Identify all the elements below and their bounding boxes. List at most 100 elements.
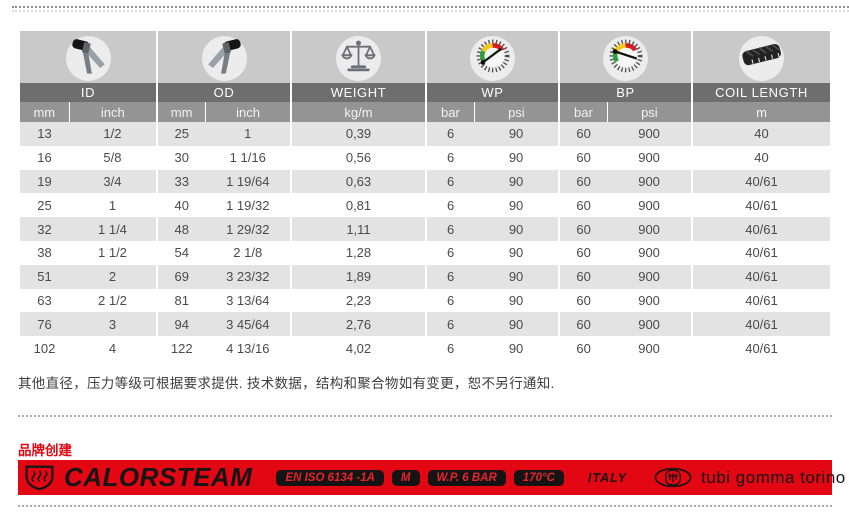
row-group-coil-length: 40/61	[693, 288, 830, 313]
row-group-coil-length: 40/61	[693, 169, 830, 194]
cell-value: 40/61	[745, 269, 778, 285]
unit-label: bar	[441, 104, 460, 120]
row-group-od: 25 1	[158, 122, 290, 146]
cell-value: 0,81	[345, 197, 372, 213]
gauge-icon-badge	[470, 36, 515, 81]
row-group-id: 32 1 1/4	[20, 217, 156, 241]
cell-value: 900	[638, 197, 660, 213]
cell-value: 90	[508, 126, 524, 142]
caliper-icon	[203, 35, 246, 83]
cell-value: 90	[508, 245, 524, 261]
cell-value: 63	[37, 292, 52, 308]
cell-value: 90	[508, 197, 524, 213]
cell-value: 94	[174, 316, 189, 332]
column-group-weight: WEIGHT kg/m	[292, 31, 425, 122]
row-group-weight: 2,23	[292, 288, 425, 313]
cell-value: 4 13/16	[226, 340, 270, 356]
cell-value: 6	[446, 197, 455, 213]
row-group-weight: 1,11	[292, 217, 425, 241]
cell-value: 0,63	[345, 173, 372, 189]
cell-value: 1 1/2	[98, 245, 127, 261]
table-row: 76 3 94 3 45/64 2,76 6 90 60 900 40/61	[20, 312, 830, 337]
cell-value: 0,39	[345, 126, 372, 142]
row-group-od: 33 1 19/64	[158, 169, 290, 194]
unit-label: bar	[574, 104, 593, 120]
cell-value: 1 1/4	[98, 221, 127, 237]
table-row: 102 4 122 4 13/16 4,02 6 90 60 900 40/61	[20, 336, 830, 360]
cell-value: 60	[576, 173, 591, 189]
cell-value: 6	[446, 150, 455, 166]
cell-value: 2,23	[345, 292, 372, 308]
row-group-weight: 1,89	[292, 264, 425, 289]
cell-value: 3 45/64	[226, 316, 270, 332]
brand-banner: CALORSTEAM EN ISO 6134 -1A M W.P. 6 BAR 170…	[18, 460, 845, 495]
cell-value: 32	[37, 221, 52, 237]
gauge-icon-badge	[603, 36, 648, 81]
cell-value: 900	[638, 173, 660, 189]
group-label: WEIGHT	[292, 83, 425, 102]
cell-value: 1 19/64	[226, 173, 270, 189]
cell-value: 6	[446, 245, 455, 261]
unit-label: kg/m	[344, 104, 373, 120]
row-group-coil-length: 40	[693, 145, 830, 170]
row-group-coil-length: 40/61	[693, 193, 830, 218]
cell-value: 60	[576, 150, 591, 166]
cell-value: 2 1/8	[233, 245, 263, 261]
cell-value: 3 23/32	[226, 269, 270, 285]
scale-icon	[338, 36, 379, 82]
row-group-coil-length: 40/61	[693, 312, 830, 337]
table-row: 13 1/2 25 1 0,39 6 90 60 900 40	[20, 122, 830, 146]
notes-text: 其他直径，压力等级可根据要求提供. 技术数据，结构和聚合物如有变更，恕不另行通知…	[18, 376, 555, 391]
cell-value: 81	[174, 292, 189, 308]
cell-value: 1,89	[345, 269, 372, 285]
row-group-id: 19 3/4	[20, 169, 156, 194]
cell-value: 4,02	[345, 340, 372, 356]
cell-value: 90	[508, 340, 524, 356]
units-band: mm inch	[158, 102, 290, 122]
units-band: kg/m	[292, 102, 425, 122]
brand-heading: 品牌创建	[18, 443, 72, 458]
row-group-id: 38 1 1/2	[20, 240, 156, 265]
row-group-wp: 6 90	[427, 193, 558, 218]
row-group-od: 48 1 29/32	[158, 217, 290, 241]
row-group-wp: 6 90	[427, 169, 558, 194]
cell-value: 5/8	[103, 150, 122, 166]
row-group-weight: 4,02	[292, 336, 425, 360]
row-group-bp: 60 900	[560, 122, 691, 146]
row-group-wp: 6 90	[427, 145, 558, 170]
row-group-weight: 0,39	[292, 122, 425, 146]
scale-icon-badge	[336, 36, 381, 81]
icon-band	[20, 31, 156, 83]
cell-value: 40/61	[745, 173, 778, 189]
column-group-coil-length: COIL LENGTH m	[693, 31, 830, 122]
row-group-od: 81 3 13/64	[158, 288, 290, 313]
cell-value: 2	[108, 269, 117, 285]
badge-170-c: 170°C	[513, 469, 564, 486]
cell-value: 1/2	[103, 126, 122, 142]
badge-list: EN ISO 6134 -1A M W.P. 6 BAR 170°C	[276, 469, 564, 486]
cell-value: 40	[754, 150, 769, 166]
row-group-weight: 2,76	[292, 312, 425, 337]
row-group-coil-length: 40/61	[693, 264, 830, 289]
cell-value: 19	[37, 173, 52, 189]
caliper-icon-badge	[65, 36, 111, 81]
badge-m: M	[391, 469, 420, 486]
row-group-id: 51 2	[20, 264, 156, 289]
cell-value: 40/61	[745, 316, 778, 332]
row-group-bp: 60 900	[560, 288, 691, 313]
cell-value: 13	[37, 126, 52, 142]
icon-band	[158, 31, 290, 83]
divider-bottom	[18, 505, 832, 507]
icon-band	[292, 31, 425, 83]
unit-label: psi	[606, 102, 691, 122]
table-row: 16 5/8 30 1 1/16 0,56 6 90 60 900 40	[20, 145, 830, 170]
cell-value: 3/4	[103, 173, 122, 189]
cell-value: 60	[576, 269, 591, 285]
cell-value: 6	[446, 292, 455, 308]
cell-value: 900	[638, 292, 660, 308]
unit-label: mm	[170, 104, 193, 120]
cell-value: 38	[37, 245, 52, 261]
cell-value: 2,76	[345, 316, 372, 332]
row-group-bp: 60 900	[560, 145, 691, 170]
